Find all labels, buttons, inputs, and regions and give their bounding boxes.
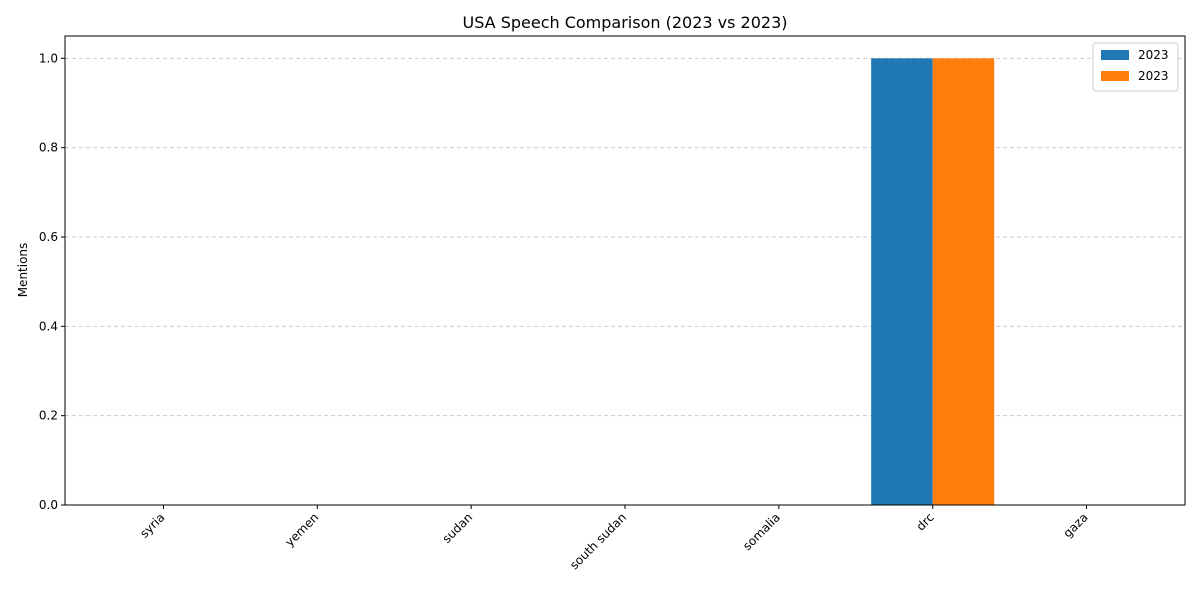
x-tick-label: somalia [740,510,783,553]
x-tick-label: syria [137,510,167,540]
y-tick-label: 1.0 [39,51,58,65]
bars [871,58,995,505]
x-tick-label: drc [914,510,937,533]
y-tick-label: 0.6 [39,230,58,244]
x-tick-label: sudan [440,510,476,546]
legend-swatch [1101,50,1129,60]
y-axis: 0.0 0.2 0.4 0.6 0.8 1.0 [39,51,65,512]
bar-drc-series-2 [932,58,995,505]
y-axis-label: Mentions [16,243,30,298]
legend-label: 2023 [1138,69,1169,83]
legend-label: 2023 [1138,48,1169,62]
chart-title: USA Speech Comparison (2023 vs 2023) [463,13,788,32]
legend: 2023 2023 [1092,42,1179,92]
y-tick-label: 0.2 [39,409,58,423]
grid-lines [65,57,1185,506]
x-tick-label: south sudan [567,510,629,572]
x-tick-label: yemen [282,510,321,549]
y-tick-label: 0.0 [39,498,58,512]
plot-frame [64,35,1186,506]
x-tick-label: gaza [1061,510,1091,540]
y-tick-label: 0.8 [39,141,58,155]
x-axis: syria yemen sudan south sudan somalia drc gaza [137,505,1091,572]
legend-swatch [1101,71,1129,81]
y-tick-label: 0.4 [39,319,58,333]
bar-drc-series-1 [871,58,933,505]
